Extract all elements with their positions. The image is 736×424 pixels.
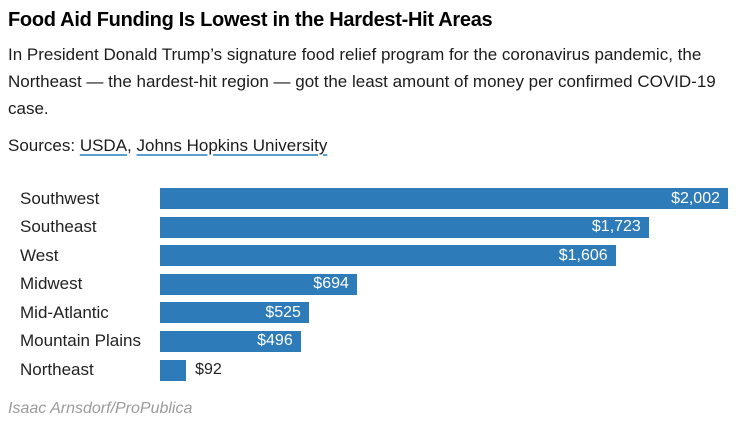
chart-row: Mountain Plains $496 bbox=[8, 330, 728, 352]
sources-line: Sources: USDA, Johns Hopkins University bbox=[8, 135, 728, 156]
category-label: Southeast bbox=[20, 217, 97, 237]
bar: $2,002 bbox=[160, 188, 728, 209]
bar-value-label: $525 bbox=[265, 303, 301, 321]
bar: $1,606 bbox=[160, 245, 616, 267]
bar-value-label: $496 bbox=[257, 332, 293, 350]
bar: $525 bbox=[160, 302, 309, 324]
bar-value-label: $92 bbox=[195, 361, 222, 379]
bar-track: $1,606 bbox=[160, 245, 728, 267]
chart-row: Mid-Atlantic $525 bbox=[8, 302, 728, 324]
category-label: Southwest bbox=[20, 188, 100, 208]
bar-track: $2,002 bbox=[160, 188, 728, 209]
sources-separator: , bbox=[127, 136, 137, 155]
bar-track: $1,723 bbox=[160, 216, 728, 238]
chart-row: West $1,606 bbox=[8, 245, 728, 267]
bar-track: $525 bbox=[160, 302, 728, 324]
category-label: Northeast bbox=[20, 360, 94, 380]
bar-value-label: $2,002 bbox=[671, 189, 720, 207]
bar-track: $694 bbox=[160, 273, 728, 295]
bar bbox=[160, 359, 187, 381]
bar-value-label: $1,723 bbox=[591, 218, 641, 236]
category-label: Mid-Atlantic bbox=[20, 302, 109, 322]
source-link-usda[interactable]: USDA bbox=[79, 136, 128, 155]
category-label: Midwest bbox=[20, 274, 83, 294]
chart-row: Midwest $694 bbox=[8, 273, 728, 295]
sources-label: Sources: bbox=[8, 136, 80, 155]
page-title: Food Aid Funding Is Lowest in the Hardes… bbox=[8, 9, 493, 31]
credit-line: Isaac Arnsdorf/ProPublica bbox=[8, 399, 193, 417]
bar-value-label: $694 bbox=[313, 275, 349, 293]
category-label: West bbox=[20, 245, 59, 265]
bar: $496 bbox=[160, 330, 301, 352]
bar-track: $92 bbox=[160, 359, 728, 381]
source-link-johns-hopkins[interactable]: Johns Hopkins University bbox=[136, 136, 328, 155]
category-label: Mountain Plains bbox=[20, 331, 141, 351]
chart-row: Northeast $92 bbox=[8, 359, 728, 381]
bar: $1,723 bbox=[160, 216, 649, 238]
article-dek: In President Donald Trump’s signature fo… bbox=[8, 45, 716, 118]
bar-value-label: $1,606 bbox=[558, 246, 608, 264]
chart-row: Southwest $2,002 bbox=[8, 188, 728, 209]
chart-row: Southeast $1,723 bbox=[8, 216, 728, 238]
bar: $694 bbox=[160, 273, 357, 295]
bar-chart: Southwest $2,002 Southeast $1,723 West $1,606… bbox=[8, 188, 728, 381]
bar-track: $496 bbox=[160, 330, 728, 352]
